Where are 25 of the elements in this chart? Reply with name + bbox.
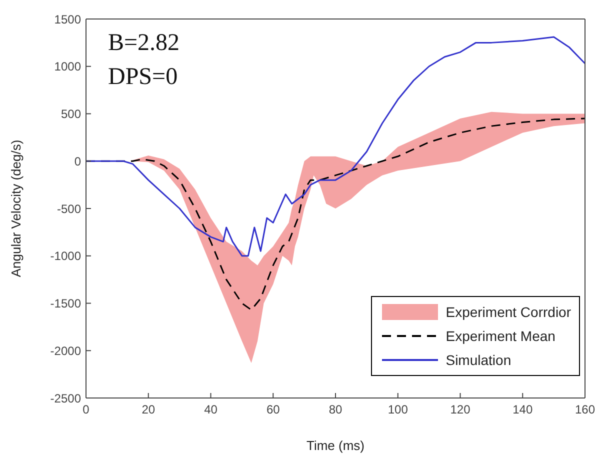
legend-label: Experiment Mean xyxy=(446,328,556,344)
y-tick-label: -2500 xyxy=(50,391,82,406)
x-tick-label: 80 xyxy=(328,402,342,417)
line-series xyxy=(86,36,585,257)
y-tick-label: 0 xyxy=(74,154,82,168)
x-tick-label: 40 xyxy=(204,402,218,417)
y-tick-label: -2000 xyxy=(50,344,82,358)
y-tick-label: 1000 xyxy=(54,60,82,74)
legend-label: Experiment Corrdior xyxy=(446,304,571,320)
x-axis-title: Time (ms) xyxy=(306,438,365,453)
y-tick-label: -1500 xyxy=(50,296,82,311)
y-axis-title: Angular Velocity (deg/s) xyxy=(8,140,24,278)
x-tick-label: 120 xyxy=(450,402,471,417)
x-tick-label: 20 xyxy=(142,402,156,417)
y-tick-label: -500 xyxy=(56,202,82,216)
y-tick-label: -1000 xyxy=(50,249,82,264)
legend-label: Simulation xyxy=(446,352,512,368)
x-tick-label: 160 xyxy=(574,402,596,417)
x-tick-label: 100 xyxy=(388,402,408,417)
annotation: B=2.82 xyxy=(108,29,180,58)
x-tick-label: 60 xyxy=(266,402,280,417)
annotation: DPS=0 xyxy=(108,63,179,92)
x-tick-label: 140 xyxy=(512,402,533,417)
y-tick-label: 500 xyxy=(60,107,82,122)
y-tick-label: 1500 xyxy=(54,12,82,26)
